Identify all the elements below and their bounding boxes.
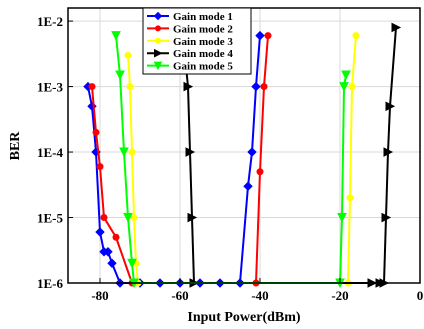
data-point [112,233,120,241]
legend-item: Gain mode 1 [147,11,233,23]
legend-label: Gain mode 3 [173,36,233,48]
data-point [185,147,196,157]
data-point [111,31,121,41]
series-2 [88,32,272,287]
x-tick-label: -20 [331,288,348,303]
data-point [95,227,105,237]
legend-item: Gain mode 3 [147,36,233,48]
x-tick-label: 0 [417,288,424,303]
x-tick-label: -60 [171,288,188,303]
data-point [339,82,349,92]
data-point [348,83,356,91]
legend-label: Gain mode 1 [173,11,233,23]
data-point [126,83,134,91]
data-point [346,194,354,202]
data-point [247,147,257,157]
data-point [183,81,194,92]
series-3 [124,32,360,287]
data-point [385,101,396,112]
legend-item: Gain mode 5 [147,61,233,73]
data-point [155,37,161,44]
y-axis-title: BER [8,131,23,161]
data-point [383,147,394,157]
data-point [243,181,253,191]
data-point [155,25,161,32]
data-point [251,81,261,92]
y-tick-label: 1E-5 [37,211,64,226]
legend-label: Gain mode 5 [173,61,233,73]
data-point [153,61,163,71]
data-point [115,70,125,81]
series-line [127,35,357,284]
data-point [103,247,113,257]
data-point [100,214,108,222]
data-point [260,83,268,91]
data-point [256,168,264,176]
data-point [187,212,198,223]
tick-labels: -80 -60 -40 -20 0 1E-6 1E-5 1E-4 1E-3 1E-2 [37,14,423,303]
data-point [96,163,104,171]
ticks [68,20,421,284]
data-point [341,70,351,81]
y-tick-label: 1E-4 [37,145,64,160]
data-point [119,147,129,158]
series-line [115,35,347,284]
data-point [391,22,402,33]
legend-label: Gain mode 4 [173,48,233,60]
y-tick-label: 1E-2 [37,14,63,29]
y-tick-label: 1E-3 [37,80,64,95]
data-point [127,258,137,269]
data-point [153,11,163,21]
data-point [107,258,117,268]
x-axis-title: Input Power(dBm) [187,310,301,325]
data-point [337,213,347,223]
legend-item: Gain mode 2 [147,23,233,35]
data-point [255,30,265,41]
data-point [352,32,360,40]
series-line [91,35,269,284]
x-tick-label: -80 [91,288,108,303]
data-point [92,128,100,136]
data-point [124,51,132,59]
legend-item: Gain mode 4 [147,48,233,60]
legend-label: Gain mode 2 [173,23,233,35]
data-point [264,32,272,40]
data-point [88,83,96,91]
data-point [154,48,163,58]
y-tick-label: 1E-6 [37,276,64,291]
data-point [130,214,138,222]
data-point [381,212,392,223]
x-tick-label: -40 [251,288,268,303]
data-point [123,213,133,223]
data-point [128,148,136,156]
